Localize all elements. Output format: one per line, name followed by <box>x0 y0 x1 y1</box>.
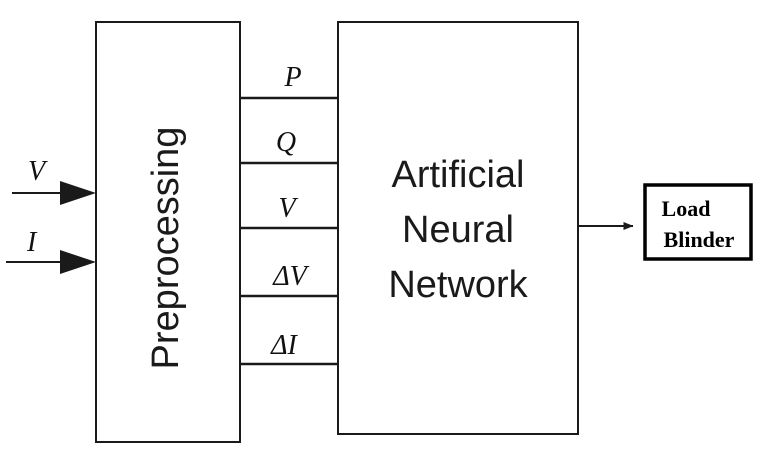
ann-label-line3: Network <box>388 264 528 306</box>
input-v-label: V <box>28 156 48 187</box>
ann-block <box>337 21 579 435</box>
input-i-arrowhead <box>60 250 96 274</box>
signal-label-delta-i: ΔI <box>270 330 298 361</box>
signal-label-p: P <box>283 62 301 93</box>
load-blinder-label-line2: Blinder <box>664 227 735 252</box>
preprocessing-block <box>95 21 241 443</box>
signal-label-q: Q <box>276 127 296 158</box>
signal-label-v: V <box>278 193 298 224</box>
signal-label-delta-v: ΔV <box>272 261 309 292</box>
preprocessing-label: Preprocessing <box>145 127 187 370</box>
input-v-arrowhead <box>60 181 96 205</box>
input-i-label: I <box>26 227 38 258</box>
load-blinder-block <box>643 183 753 261</box>
ann-label-line2: Neural <box>402 209 514 251</box>
load-blinder-label-line1: Load <box>662 196 711 221</box>
ann-label-line1: Artificial <box>391 154 524 196</box>
